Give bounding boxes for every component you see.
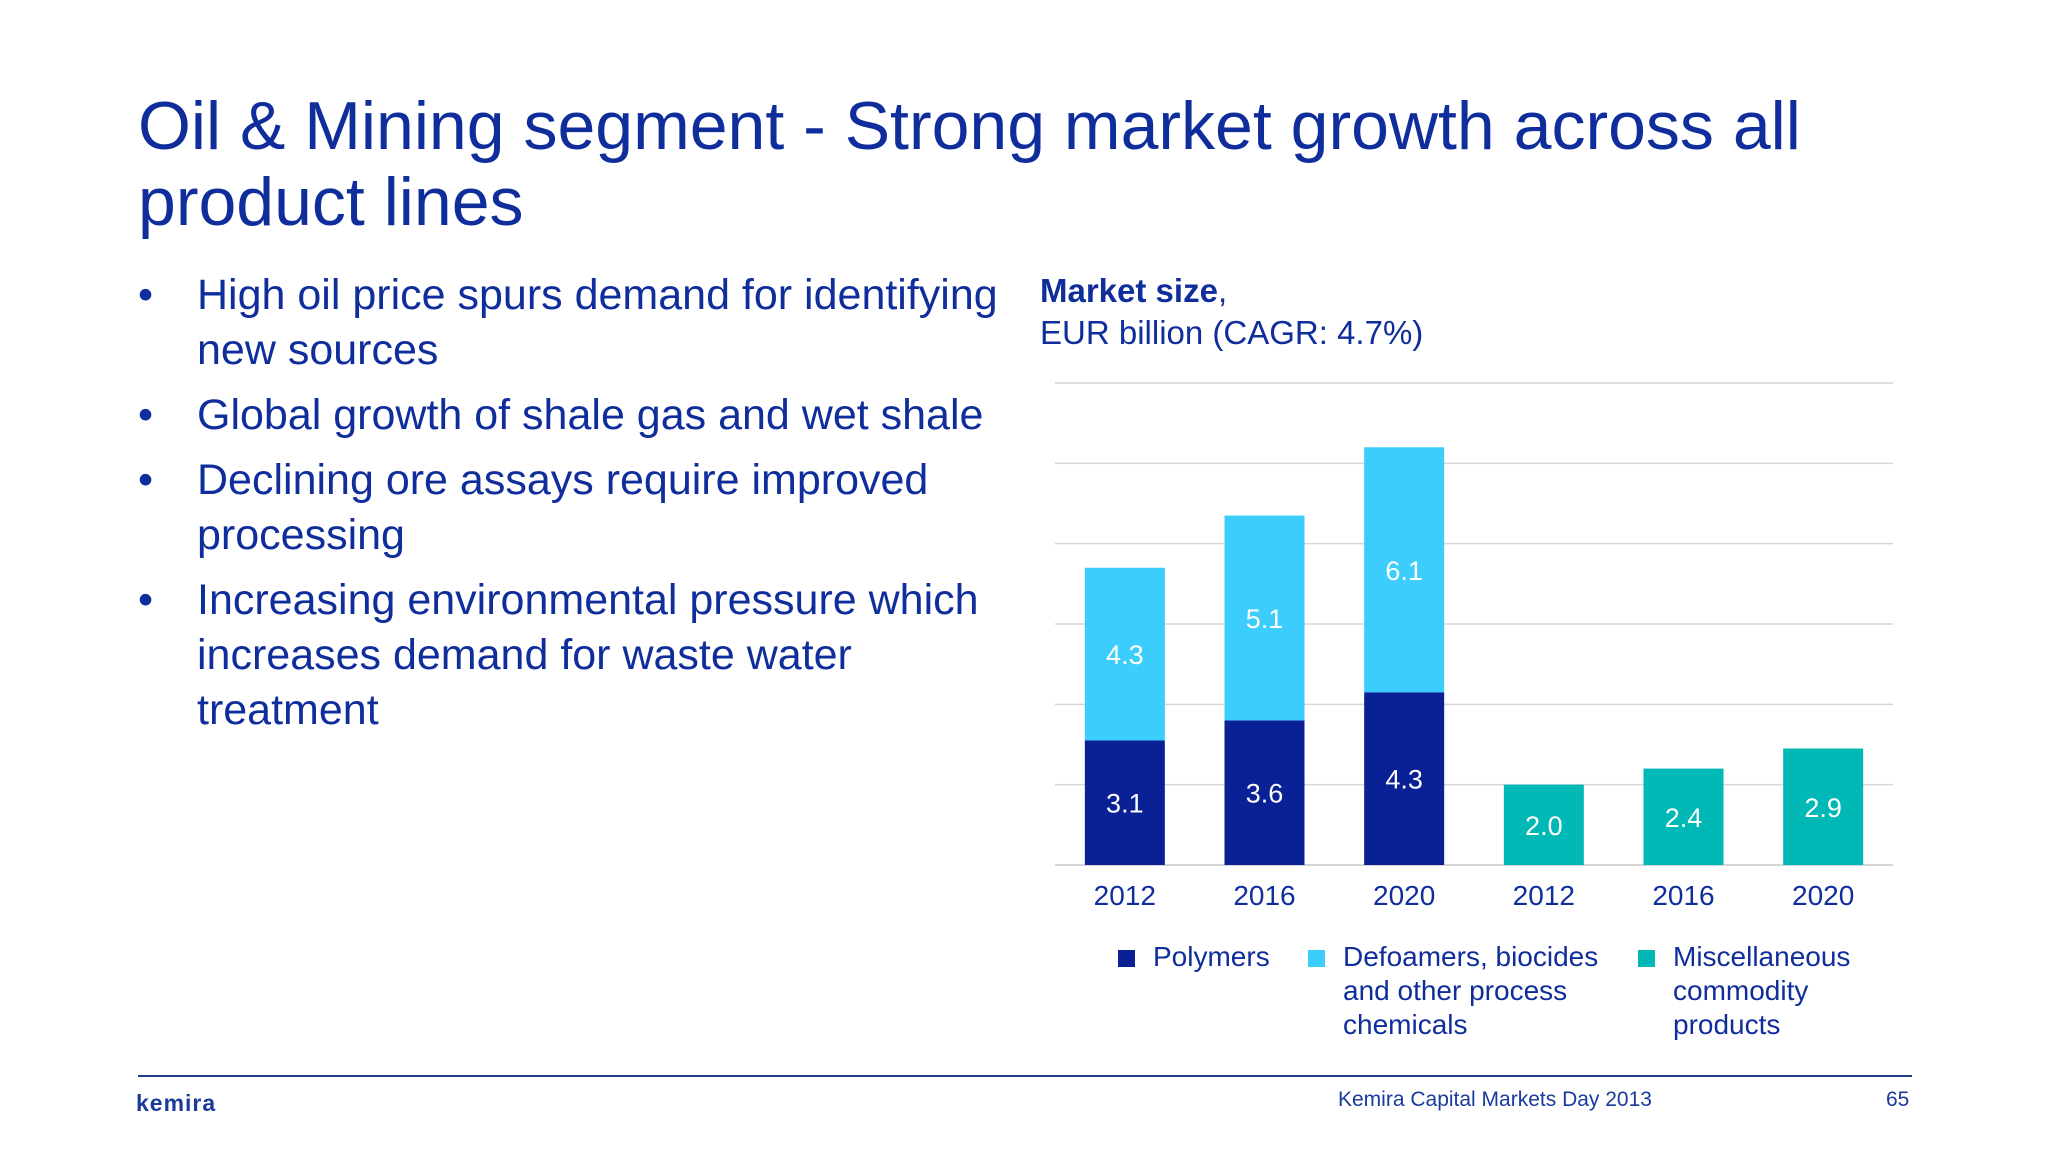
- bullet-marker: •: [138, 576, 154, 624]
- kemira-logo: kemira: [136, 1090, 217, 1116]
- bar-segment: [1364, 447, 1445, 693]
- x-tick-label: 2012: [1094, 880, 1156, 911]
- data-label: 4.3: [1106, 640, 1144, 670]
- bar-segment: [1783, 748, 1864, 865]
- bullet-marker: •: [138, 271, 154, 319]
- bullet-text: Declining ore assays require improved pr…: [197, 456, 929, 559]
- data-label: 2.4: [1665, 803, 1703, 833]
- bullet-text: Global growth of shale gas and wet shale: [197, 391, 984, 439]
- bullet-item: • High oil price spurs demand for identif…: [138, 268, 998, 378]
- x-tick-label: 2016: [1233, 880, 1295, 911]
- x-tick-label: 2016: [1652, 880, 1714, 911]
- data-label: 3.6: [1246, 779, 1284, 809]
- slide-title: Oil & Mining segment - Strong market gro…: [138, 88, 1801, 240]
- x-tick-label: 2020: [1373, 880, 1435, 911]
- legend-swatch: [1308, 950, 1325, 967]
- bullet-text: High oil price spurs demand for identify…: [197, 271, 998, 374]
- page-number: 65: [1886, 1088, 1910, 1111]
- bar-segment: [1643, 768, 1724, 865]
- x-tick-label: 2012: [1513, 880, 1575, 911]
- market-size-chart: 3.1 4.3 2012 3.6 5.1 2016 4.3 6.1 2020 2.0 2012 2.4…: [1055, 382, 1893, 911]
- bar-segment: [1084, 740, 1165, 865]
- data-label: 2.9: [1804, 793, 1842, 823]
- chart-heading-sub: EUR billion (CAGR: 4.7%): [1040, 314, 1424, 351]
- bar-segment: [1224, 515, 1305, 721]
- bullet-list: • High oil price spurs demand for identif…: [138, 268, 998, 748]
- bar-segment: [1224, 720, 1305, 865]
- x-tick-label: 2020: [1792, 880, 1854, 911]
- bullet-marker: •: [138, 456, 154, 504]
- bar-segment: [1084, 567, 1165, 741]
- footer-divider: [138, 1075, 1912, 1077]
- chart-legend: Polymers Defoamers, biocides and other pro…: [1118, 940, 1878, 1042]
- legend-item: Miscellaneous commodity products: [1638, 940, 1878, 1042]
- data-label: 2.0: [1525, 811, 1563, 841]
- bar-segment: [1364, 692, 1445, 865]
- bullet-marker: •: [138, 391, 154, 439]
- legend-item: Polymers: [1118, 940, 1308, 1042]
- bullet-text: Increasing environmental pressure which …: [197, 576, 979, 734]
- bullet-item: • Declining ore assays require improved p…: [138, 453, 998, 563]
- bar-segment: [1503, 784, 1584, 865]
- data-label: 6.1: [1385, 556, 1423, 586]
- footer-event-text: Kemira Capital Markets Day 2013: [1338, 1088, 1652, 1111]
- chart-heading-comma: ,: [1217, 272, 1228, 309]
- legend-label: Polymers: [1153, 941, 1270, 972]
- legend-label: Miscellaneous commodity products: [1673, 941, 1851, 1040]
- legend-swatch: [1118, 950, 1135, 967]
- data-label: 5.1: [1246, 604, 1284, 634]
- bullet-item: • Increasing environmental pressure which…: [138, 573, 998, 738]
- legend-label: Defoamers, biocides and other process chem…: [1343, 941, 1599, 1040]
- data-label: 3.1: [1106, 789, 1144, 819]
- legend-item: Defoamers, biocides and other process chem…: [1308, 940, 1638, 1042]
- chart-heading-bold: Market size: [1040, 272, 1218, 309]
- legend-swatch: [1638, 950, 1655, 967]
- bullet-item: • Global growth of shale gas and wet shal…: [138, 388, 998, 443]
- chart-heading: Market size, EUR billion (CAGR: 4.7%): [1040, 270, 1423, 354]
- data-label: 4.3: [1385, 765, 1423, 795]
